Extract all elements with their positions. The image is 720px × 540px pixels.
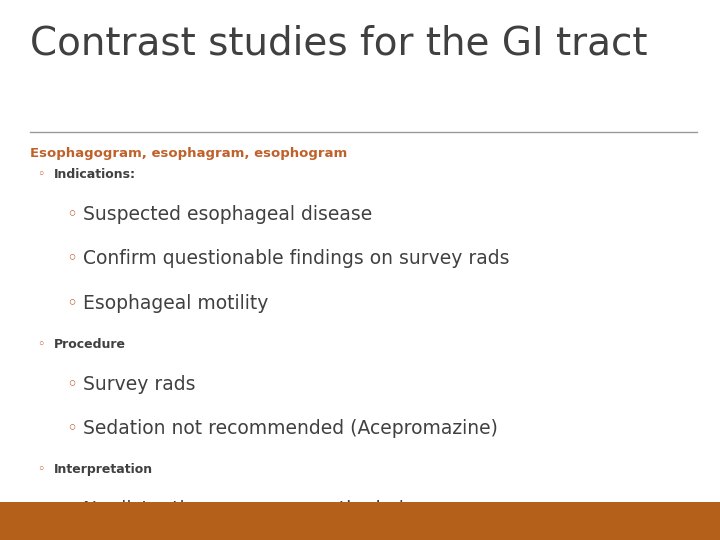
- Text: Indications:: Indications:: [54, 168, 136, 181]
- Text: Interpretation: Interpretation: [54, 463, 153, 476]
- Text: ◦: ◦: [37, 168, 45, 181]
- Text: Survey rads: Survey rads: [83, 375, 195, 394]
- Text: ◦: ◦: [66, 375, 77, 394]
- Text: ◦: ◦: [66, 419, 77, 438]
- Text: Sedation not recommended (Acepromazine): Sedation not recommended (Acepromazine): [83, 419, 498, 438]
- Bar: [0, 502, 720, 540]
- Text: Confirm questionable findings on survey rads: Confirm questionable findings on survey …: [83, 249, 509, 268]
- Text: No distention, you can see the bolus: No distention, you can see the bolus: [83, 500, 426, 519]
- Text: Suspected esophageal disease: Suspected esophageal disease: [83, 205, 372, 224]
- Text: ◦: ◦: [66, 500, 77, 519]
- Text: ◦: ◦: [37, 338, 45, 351]
- Text: Esophageal motility: Esophageal motility: [83, 294, 268, 313]
- Text: ◦: ◦: [66, 249, 77, 268]
- Text: ◦: ◦: [66, 205, 77, 224]
- Text: Esophagogram, esophagram, esophogram: Esophagogram, esophagram, esophogram: [30, 147, 348, 160]
- Text: ◦: ◦: [37, 463, 45, 476]
- Text: Procedure: Procedure: [54, 338, 126, 351]
- Text: ◦: ◦: [66, 294, 77, 313]
- Text: Contrast studies for the GI tract: Contrast studies for the GI tract: [30, 24, 648, 62]
